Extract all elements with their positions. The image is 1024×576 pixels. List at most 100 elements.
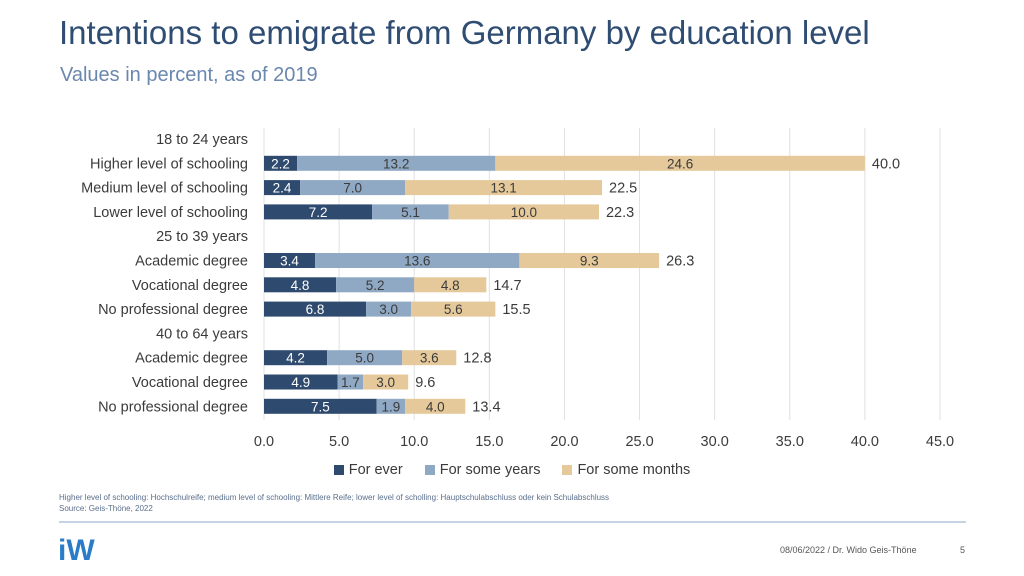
- bar-segment-for-ever: [264, 301, 367, 317]
- data-label-for-some-years: 1.7: [341, 375, 360, 390]
- data-label-for-ever: 2.4: [273, 181, 292, 196]
- x-tick-label: 10.0: [400, 434, 428, 450]
- data-label-for-some-months: 9.3: [580, 254, 599, 269]
- data-label-for-ever: 3.4: [280, 254, 299, 269]
- group-header-label: 40 to 64 years: [156, 326, 248, 342]
- x-tick-label: 25.0: [625, 434, 653, 450]
- bar-segment-for-some-years: [336, 277, 415, 293]
- total-label: 22.5: [609, 181, 637, 197]
- data-label-for-some-months: 10.0: [511, 205, 537, 220]
- legend-swatch-for-some-years: [424, 465, 435, 475]
- data-label-for-ever: 4.9: [291, 375, 310, 390]
- total-label: 26.3: [666, 254, 694, 270]
- x-tick-label: 35.0: [776, 434, 804, 450]
- bar-segment-for-ever: [264, 277, 337, 293]
- data-label-for-some-years: 5.0: [355, 351, 374, 366]
- legend-item-for-some-months: For some months: [562, 462, 690, 478]
- bar-segment-for-some-years: [300, 180, 406, 196]
- page-title: Intentions to emigrate from Germany by e…: [59, 14, 870, 51]
- data-label-for-some-months: 4.0: [426, 399, 445, 414]
- legend-label-for-some-years: For some years: [439, 462, 541, 478]
- legend-item-for-some-years: For some years: [424, 462, 541, 478]
- data-label-for-some-years: 7.0: [343, 181, 362, 196]
- data-label-for-ever: 7.2: [309, 205, 328, 220]
- x-tick-label: 5.0: [329, 434, 349, 450]
- bar-segment-for-some-months: [519, 253, 660, 268]
- footer-date-author: 08/06/2022 / Dr. Wido Geis-Thöne: [780, 545, 917, 555]
- bar-segment-for-some-years: [315, 253, 520, 268]
- data-label-for-some-months: 4.8: [441, 278, 460, 293]
- bar-segment-for-some-years: [297, 155, 496, 171]
- x-tick-label: 20.0: [550, 434, 578, 450]
- legend-label-for-ever: For ever: [348, 462, 403, 478]
- total-label: 12.8: [463, 351, 491, 367]
- bar-segment-for-some-years: [376, 398, 406, 414]
- data-label-for-some-months: 3.0: [376, 375, 395, 390]
- legend-swatch-for-ever: [333, 465, 344, 475]
- total-label: 40.0: [872, 156, 900, 172]
- bar-segment-for-some-months: [363, 374, 409, 390]
- x-tick-label: 45.0: [926, 434, 954, 450]
- bar-segment-for-ever: [264, 253, 316, 268]
- bar-segment-for-some-years: [327, 350, 403, 366]
- bar-segment-for-some-years: [337, 374, 364, 390]
- data-label-for-some-years: 5.2: [366, 278, 385, 293]
- data-label-for-some-months: 13.1: [490, 181, 516, 196]
- category-label: Academic degree: [135, 351, 248, 367]
- total-label: 9.6: [415, 375, 435, 391]
- x-tick-label: 15.0: [475, 434, 503, 450]
- bar-segment-for-ever: [264, 155, 298, 171]
- bar-segment-for-some-months: [448, 204, 599, 220]
- data-label-for-some-years: 5.1: [401, 205, 420, 220]
- bar-segment-for-ever: [264, 204, 373, 220]
- legend-swatch-for-some-months: [562, 465, 573, 475]
- stacked-bar-chart: 0.0 5.0 10.0 15.0 20.0 25.0 30.0 35.0 40.0 45.0 18…: [81, 128, 954, 450]
- data-label-for-some-years: 13.6: [404, 254, 430, 269]
- legend-item-for-ever: For ever: [333, 462, 403, 478]
- category-label: Vocational degree: [132, 375, 248, 391]
- bar-segment-for-some-months: [405, 398, 466, 414]
- category-label: Medium level of schooling: [81, 181, 248, 197]
- footnote: Higher level of schooling: Hochschulreif…: [59, 492, 609, 514]
- chart-legend: For ever For some years For some months: [0, 462, 1024, 478]
- category-label: Vocational degree: [132, 278, 248, 294]
- category-label: Academic degree: [135, 254, 248, 270]
- x-tick-label: 0.0: [254, 434, 274, 450]
- x-tick-label: 40.0: [851, 434, 879, 450]
- category-label: Lower level of schooling: [93, 205, 248, 221]
- data-label-for-ever: 6.8: [306, 302, 325, 317]
- data-label-for-some-months: 24.6: [667, 156, 693, 171]
- x-tick-label: 30.0: [701, 434, 729, 450]
- category-label: No professional degree: [98, 399, 248, 415]
- footnote-source: Source: Geis-Thöne, 2022: [59, 504, 153, 513]
- iw-logo-text: iW: [58, 534, 95, 564]
- bar-segment-for-some-years: [372, 204, 449, 220]
- bar-segment-for-some-months: [414, 277, 487, 293]
- page-number: 5: [960, 545, 966, 555]
- data-label-for-some-years: 13.2: [383, 156, 409, 171]
- total-label: 14.7: [493, 278, 521, 294]
- group-header-label: 25 to 39 years: [156, 229, 248, 245]
- group-header-label: 18 to 24 years: [156, 132, 248, 148]
- bar-segment-for-some-months: [402, 350, 457, 366]
- data-label-for-ever: 7.5: [311, 399, 330, 414]
- total-label: 13.4: [472, 399, 500, 415]
- bar-segment-for-some-months: [411, 301, 496, 317]
- bar-segment-for-some-years: [366, 301, 412, 317]
- data-label-for-ever: 2.2: [271, 156, 290, 171]
- data-label-for-some-years: 1.9: [382, 399, 401, 414]
- bar-segment-for-ever: [264, 180, 301, 196]
- iw-logo: iW: [58, 534, 95, 564]
- data-label-for-some-months: 3.6: [420, 351, 439, 366]
- data-label-for-some-years: 3.0: [379, 302, 398, 317]
- legend-label-for-some-months: For some months: [577, 462, 691, 478]
- data-label-for-ever: 4.2: [286, 351, 305, 366]
- category-label: Higher level of schooling: [90, 156, 248, 172]
- page-subtitle: Values in percent, as of 2019: [60, 64, 318, 86]
- total-label: 15.5: [502, 302, 530, 318]
- bar-segment-for-ever: [264, 350, 328, 366]
- data-label-for-some-months: 5.6: [444, 302, 463, 317]
- footnote-definitions: Higher level of schooling: Hochschulreif…: [59, 493, 610, 502]
- footer-divider: [59, 521, 966, 523]
- category-label: No professional degree: [98, 302, 248, 318]
